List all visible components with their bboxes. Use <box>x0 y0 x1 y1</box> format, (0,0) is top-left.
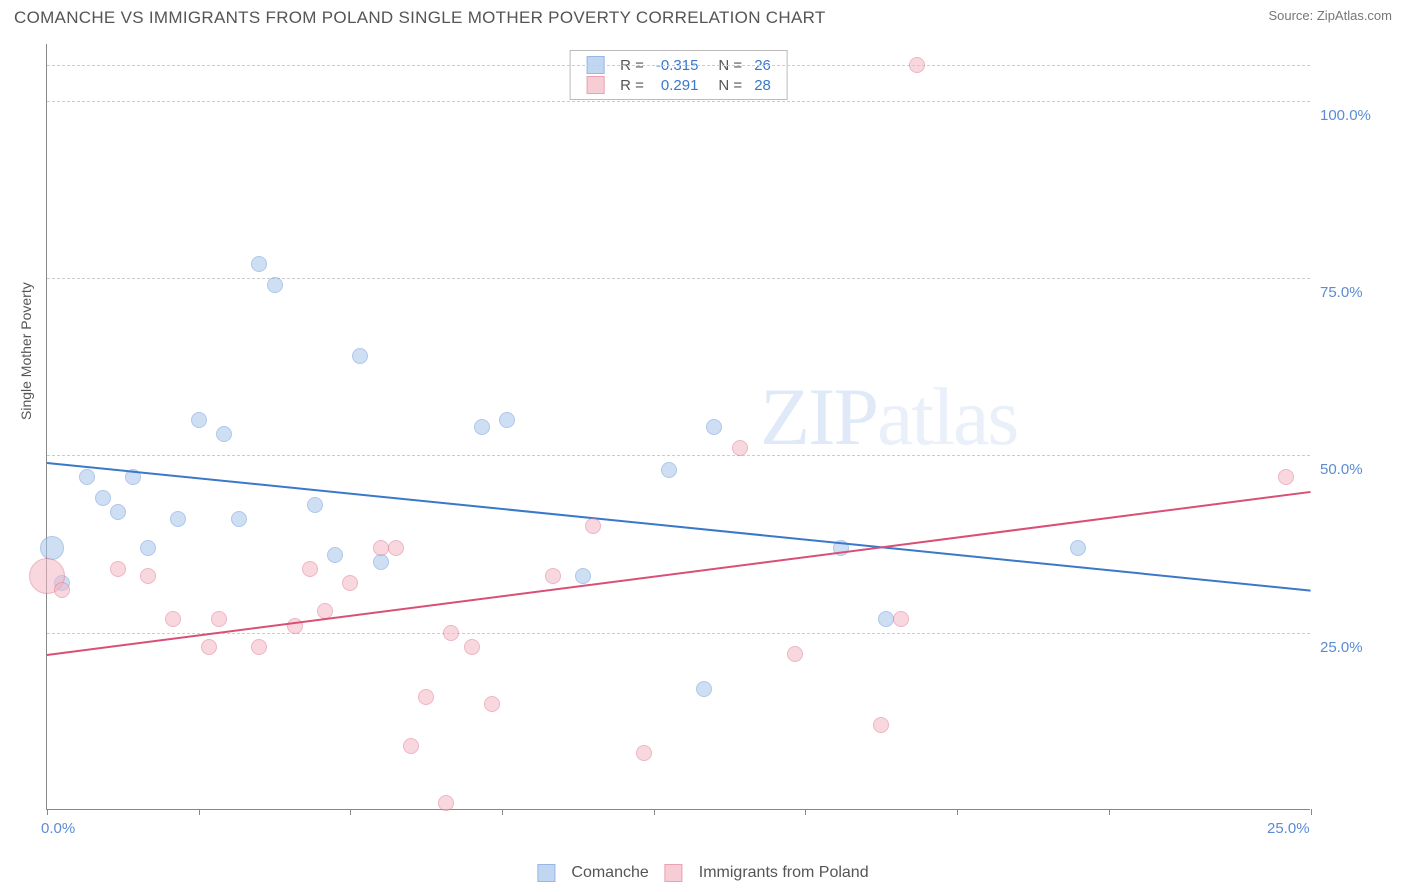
gridline <box>47 455 1310 456</box>
data-point <box>287 618 303 634</box>
data-point <box>499 412 515 428</box>
x-tick <box>502 809 503 815</box>
data-point <box>327 547 343 563</box>
x-tick <box>654 809 655 815</box>
data-point <box>585 518 601 534</box>
data-point <box>706 419 722 435</box>
source-prefix: Source: <box>1268 8 1316 23</box>
data-point <box>878 611 894 627</box>
data-point <box>110 561 126 577</box>
stat-r-label: R = <box>614 75 650 95</box>
x-tick <box>199 809 200 815</box>
x-tick-label: 0.0% <box>41 820 75 837</box>
data-point <box>342 575 358 591</box>
data-point <box>95 490 111 506</box>
data-point <box>873 717 889 733</box>
gridline <box>47 633 1310 634</box>
data-point <box>474 419 490 435</box>
source-attribution: Source: ZipAtlas.com <box>1268 8 1392 23</box>
data-point <box>575 568 591 584</box>
data-point <box>373 554 389 570</box>
data-point <box>170 511 186 527</box>
data-point <box>484 696 500 712</box>
data-point <box>418 689 434 705</box>
data-point <box>696 681 712 697</box>
data-point <box>302 561 318 577</box>
x-tick <box>47 809 48 815</box>
y-tick-label: 50.0% <box>1320 461 1380 478</box>
data-point <box>201 639 217 655</box>
scatter-plot-area: R =-0.315N =26R =0.291N =28 25.0%50.0%75… <box>46 44 1310 810</box>
data-point <box>40 536 64 560</box>
legend-swatch <box>586 76 604 94</box>
data-point <box>307 497 323 513</box>
data-point <box>443 625 459 641</box>
data-point <box>191 412 207 428</box>
gridline <box>47 101 1310 102</box>
data-point <box>545 568 561 584</box>
data-point <box>54 582 70 598</box>
data-point <box>251 256 267 272</box>
gridline <box>47 278 1310 279</box>
y-axis-title: Single Mother Poverty <box>18 282 34 420</box>
chart-title: COMANCHE VS IMMIGRANTS FROM POLAND SINGL… <box>14 8 826 28</box>
data-point <box>438 795 454 811</box>
data-point <box>909 57 925 73</box>
data-point <box>1070 540 1086 556</box>
data-point <box>787 646 803 662</box>
data-point <box>388 540 404 556</box>
data-point <box>1278 469 1294 485</box>
x-tick <box>1311 809 1312 815</box>
legend-label: Comanche <box>571 864 648 881</box>
data-point <box>110 504 126 520</box>
data-point <box>211 611 227 627</box>
data-point <box>140 568 156 584</box>
x-tick <box>805 809 806 815</box>
y-tick-label: 100.0% <box>1320 107 1380 124</box>
gridline <box>47 65 1310 66</box>
data-point <box>403 738 419 754</box>
data-point <box>636 745 652 761</box>
y-tick-label: 25.0% <box>1320 639 1380 656</box>
data-point <box>267 277 283 293</box>
data-point <box>373 540 389 556</box>
x-tick <box>1109 809 1110 815</box>
stats-row: R =0.291N =28 <box>580 75 777 95</box>
data-point <box>352 348 368 364</box>
data-point <box>165 611 181 627</box>
stats-legend: R =-0.315N =26R =0.291N =28 <box>569 50 788 100</box>
data-point <box>661 462 677 478</box>
legend-swatch <box>537 864 555 882</box>
x-tick <box>957 809 958 815</box>
data-point <box>732 440 748 456</box>
source-name: ZipAtlas.com <box>1317 8 1392 23</box>
data-point <box>251 639 267 655</box>
series-legend: Comanche Immigrants from Poland <box>529 864 876 882</box>
stat-n-value: 28 <box>748 75 777 95</box>
data-point <box>216 426 232 442</box>
y-tick-label: 75.0% <box>1320 284 1380 301</box>
data-point <box>464 639 480 655</box>
x-tick-label: 25.0% <box>1267 820 1310 837</box>
data-point <box>79 469 95 485</box>
data-point <box>140 540 156 556</box>
stat-r-value: 0.291 <box>650 75 705 95</box>
x-tick <box>350 809 351 815</box>
data-point <box>231 511 247 527</box>
legend-label: Immigrants from Poland <box>699 864 869 881</box>
legend-swatch <box>665 864 683 882</box>
stat-n-label: N = <box>704 75 748 95</box>
data-point <box>893 611 909 627</box>
